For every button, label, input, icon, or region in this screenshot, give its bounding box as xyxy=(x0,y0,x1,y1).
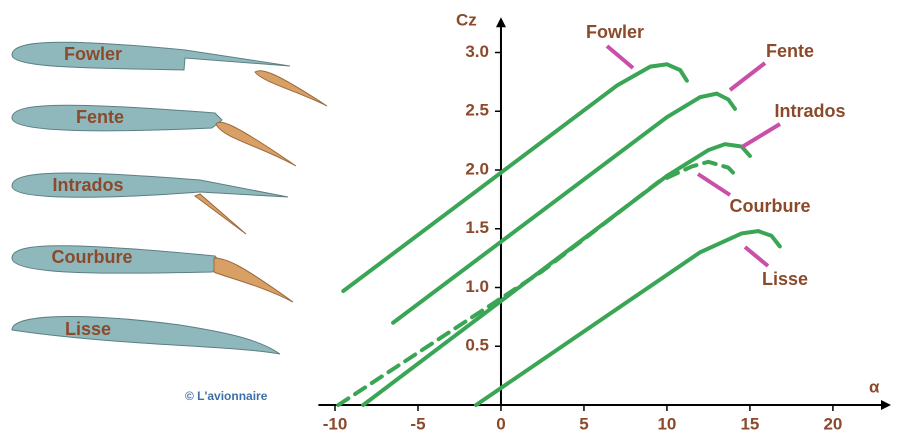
series-line xyxy=(391,91,737,325)
series-label: Courbure xyxy=(730,196,811,216)
y-tick-label: 2.0 xyxy=(465,159,489,178)
series-label: Intrados xyxy=(774,101,845,121)
leader-line xyxy=(728,61,767,92)
x-axis-arrow xyxy=(881,400,891,410)
series-label: Fente xyxy=(766,41,814,61)
leader-line xyxy=(740,122,782,149)
y-axis-label: Cz xyxy=(456,11,477,30)
x-axis-label: α xyxy=(869,377,880,396)
airfoil-label: Fowler xyxy=(64,44,122,64)
x-tick-label: -5 xyxy=(410,414,425,433)
airfoil-fente: Fente xyxy=(11,104,297,167)
airfoil-lisse: Lisse xyxy=(11,315,281,355)
y-tick-label: 1.0 xyxy=(465,277,489,296)
airfoil-label: Courbure xyxy=(52,247,133,267)
series-label: Fowler xyxy=(586,22,644,42)
x-tick-label: 5 xyxy=(579,414,588,433)
x-tick-label: 20 xyxy=(823,414,842,433)
airfoil-fowler: Fowler xyxy=(11,41,328,107)
x-tick-label: 15 xyxy=(740,414,759,433)
leader-line xyxy=(605,44,635,70)
y-tick-label: 3.0 xyxy=(465,42,489,61)
series-line xyxy=(474,229,782,407)
y-tick-label: 0.5 xyxy=(465,336,489,355)
x-tick-label: -10 xyxy=(323,414,348,433)
y-tick-label: 2.5 xyxy=(465,101,489,120)
series-line xyxy=(336,159,741,407)
airfoil-courbure: Courbure xyxy=(11,245,294,303)
credit: © L'avionnaire xyxy=(185,389,268,403)
leader-line xyxy=(696,172,732,197)
series-label: Lisse xyxy=(762,269,808,289)
x-tick-label: 0 xyxy=(496,414,505,433)
y-tick-label: 1.5 xyxy=(465,218,489,237)
x-tick-label: 10 xyxy=(657,414,676,433)
airfoil-intrados: Intrados xyxy=(11,172,289,235)
series-line xyxy=(341,62,689,294)
airfoil-label: Intrados xyxy=(52,175,123,195)
leader-line xyxy=(743,245,770,268)
airfoil-label: Fente xyxy=(76,107,124,127)
y-axis-arrow xyxy=(495,17,506,28)
series-line xyxy=(361,142,752,407)
airfoil-label: Lisse xyxy=(65,319,111,339)
